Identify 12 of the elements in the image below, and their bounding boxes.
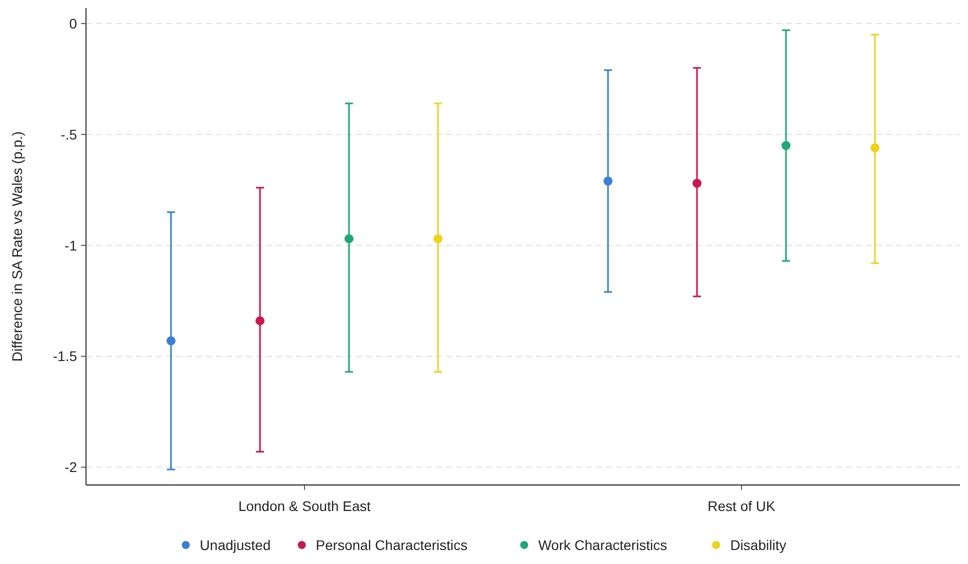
legend-label: Unadjusted bbox=[200, 537, 271, 553]
x-tick-label: London & South East bbox=[238, 498, 371, 514]
y-tick-label: -2 bbox=[64, 459, 78, 476]
legend-label: Work Characteristics bbox=[538, 537, 668, 553]
y-tick-label: -1.5 bbox=[52, 348, 78, 364]
y-tick-label: 0 bbox=[69, 15, 78, 32]
y-tick-label: -1 bbox=[64, 237, 78, 254]
y-axis-title: Difference in SA Rate vs Wales (p.p.) bbox=[9, 131, 25, 362]
legend-label: Disability bbox=[730, 537, 786, 553]
y-tick-label: -.5 bbox=[60, 126, 78, 142]
legend-label: Personal Characteristics bbox=[316, 537, 468, 553]
x-tick-label: Rest of UK bbox=[708, 498, 776, 514]
